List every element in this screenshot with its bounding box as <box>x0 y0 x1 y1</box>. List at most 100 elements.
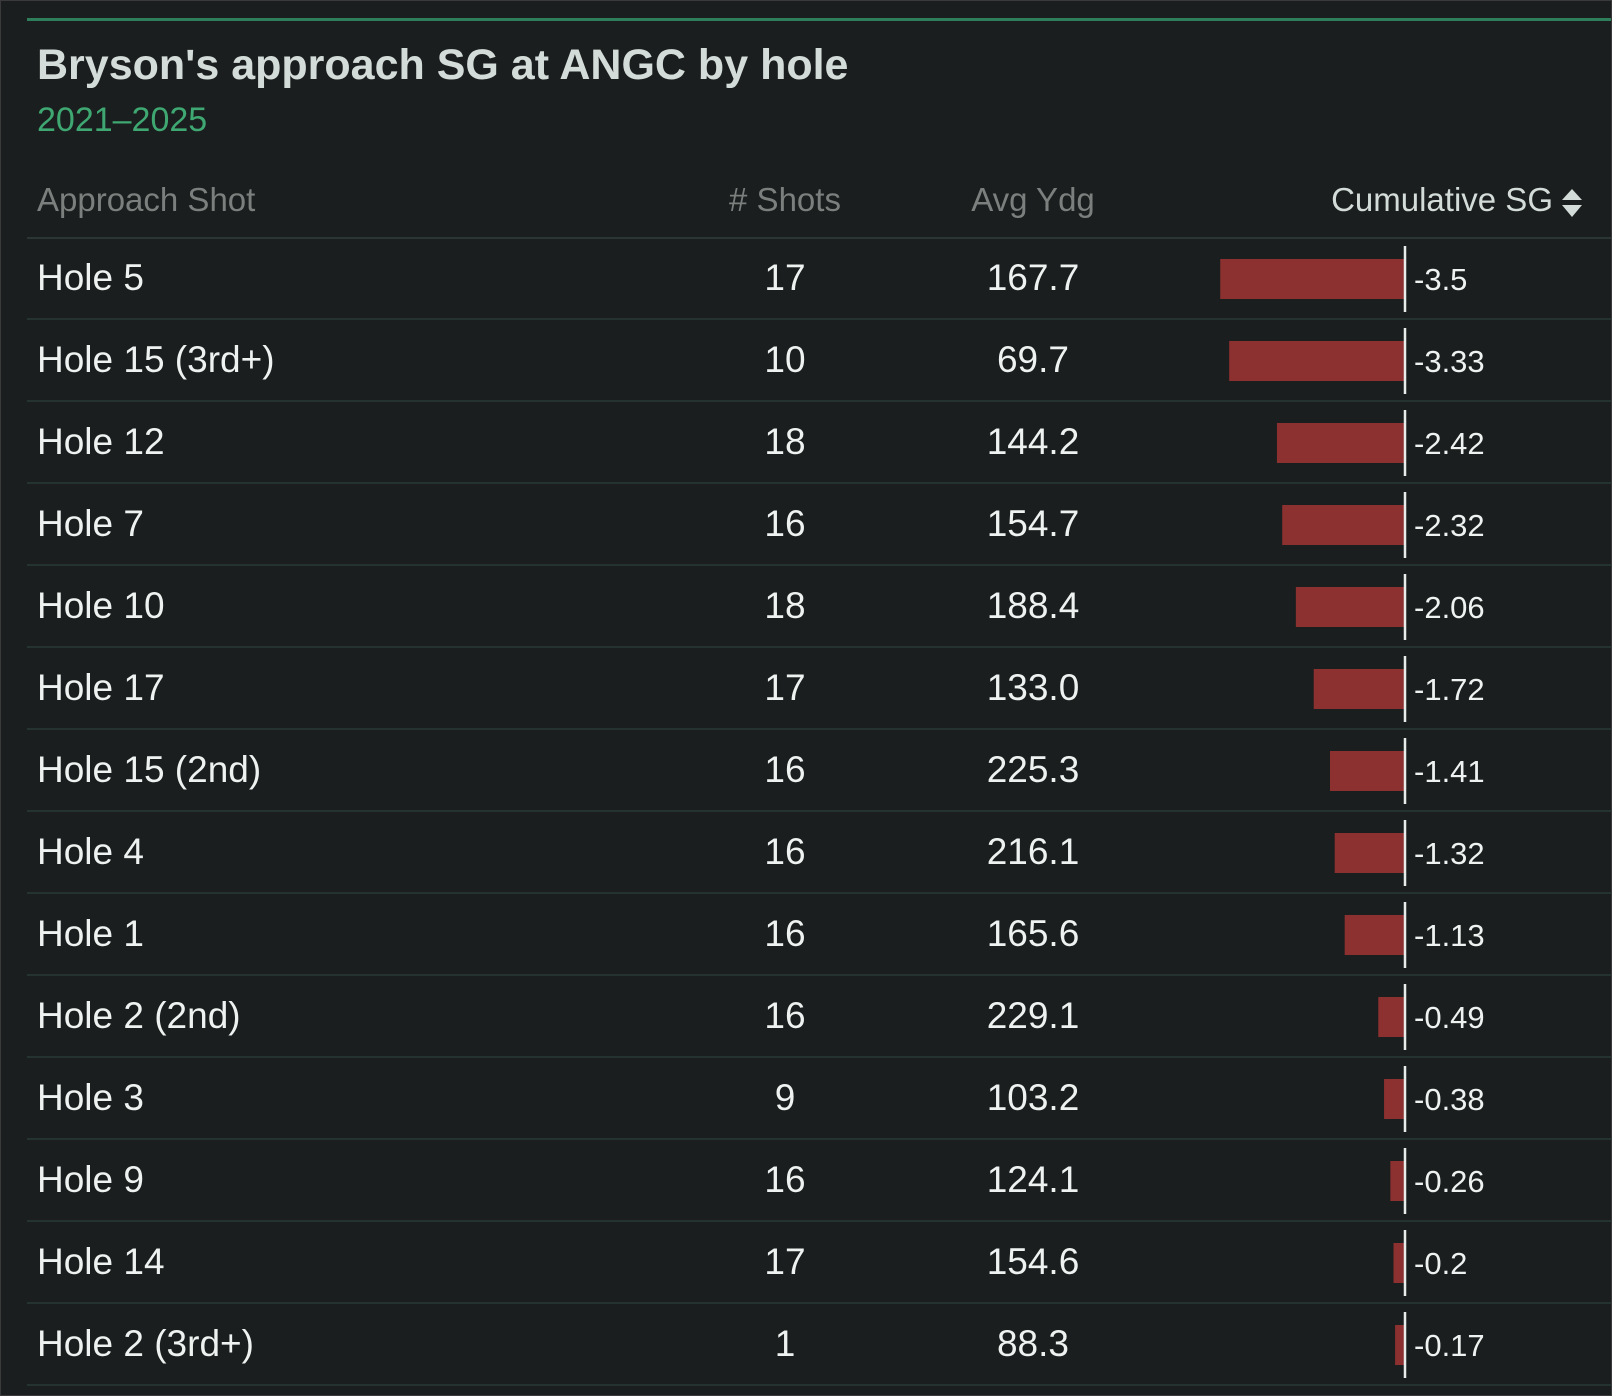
table-row: Hole 1 16 165.6 -1.13 <box>27 894 1611 976</box>
sg-bar <box>1334 833 1404 873</box>
table-row: Hole 2 (2nd) 16 229.1 -0.49 <box>27 976 1611 1058</box>
sg-value-label: -3.33 <box>1414 344 1485 379</box>
sg-value-label: -1.41 <box>1414 754 1485 789</box>
column-header-avg-ydg[interactable]: Avg Ydg <box>971 181 1095 218</box>
sg-bar <box>1295 587 1404 627</box>
row-cumulative-sg-cell: -1.13 <box>1192 894 1611 976</box>
sg-bar-chart: -2.06 <box>1295 574 1485 640</box>
sg-bar-chart: -1.72 <box>1313 656 1485 722</box>
row-hole-name: Hole 15 (2nd) <box>37 749 262 790</box>
table-row: Hole 17 17 133.0 -1.72 <box>27 648 1611 730</box>
table-row: Hole 5 17 167.7 -3.5 <box>27 238 1611 320</box>
sg-bar <box>1393 1243 1404 1283</box>
row-cumulative-sg-cell: -1.41 <box>1192 730 1611 812</box>
row-shots-value: 16 <box>764 503 806 544</box>
sg-bar-chart: -1.32 <box>1334 820 1485 886</box>
table-row: Hole 15 (3rd+) 10 69.7 -3.33 <box>27 320 1611 402</box>
sg-value-label: -2.06 <box>1414 590 1485 625</box>
row-avg-ydg-value: 167.7 <box>986 257 1080 298</box>
table-row: Hole 2 (3rd+) 1 88.3 -0.17 <box>27 1304 1611 1386</box>
row-cumulative-sg-cell: -2.42 <box>1192 402 1611 484</box>
row-hole-name: Hole 2 (3rd+) <box>37 1323 254 1364</box>
sg-bar-chart: -0.26 <box>1390 1148 1485 1214</box>
sg-bar <box>1282 505 1404 545</box>
sg-bar-chart: -0.2 <box>1393 1230 1467 1296</box>
table-row: Hole 7 16 154.7 -2.32 <box>27 484 1611 566</box>
sg-value-label: -0.26 <box>1414 1164 1485 1199</box>
row-shots-value: 9 <box>774 1077 796 1118</box>
sg-bar <box>1395 1325 1404 1365</box>
row-hole-name: Hole 12 <box>37 421 165 462</box>
sg-value-label: -0.38 <box>1414 1082 1485 1117</box>
row-hole-name: Hole 17 <box>37 667 165 708</box>
row-cumulative-sg-cell: -3.5 <box>1192 238 1611 320</box>
sg-bar <box>1329 751 1404 791</box>
row-hole-name: Hole 9 <box>37 1159 144 1200</box>
table-row: Hole 9 16 124.1 -0.26 <box>27 1140 1611 1222</box>
row-hole-name: Hole 7 <box>37 503 144 544</box>
row-avg-ydg-value: 69.7 <box>996 339 1069 380</box>
sg-value-label: -2.32 <box>1414 508 1485 543</box>
sg-value-label: -1.72 <box>1414 672 1485 707</box>
sg-bar <box>1220 259 1404 299</box>
row-cumulative-sg-cell: -0.17 <box>1192 1304 1611 1386</box>
row-shots-value: 17 <box>764 667 806 708</box>
row-hole-name: Hole 4 <box>37 831 144 872</box>
row-cumulative-sg-cell: -2.32 <box>1192 484 1611 566</box>
sg-bar-chart: -3.33 <box>1229 328 1485 394</box>
row-hole-name: Hole 14 <box>37 1241 165 1282</box>
sg-value-label: -3.5 <box>1414 262 1467 297</box>
row-avg-ydg-value: 103.2 <box>986 1077 1080 1118</box>
sg-value-label: -1.13 <box>1414 918 1485 953</box>
row-shots-value: 1 <box>774 1323 796 1364</box>
table-row: Hole 12 18 144.2 -2.42 <box>27 402 1611 484</box>
row-hole-name: Hole 1 <box>37 913 144 954</box>
row-cumulative-sg-cell: -2.06 <box>1192 566 1611 648</box>
row-avg-ydg-value: 225.3 <box>986 749 1080 790</box>
row-hole-name: Hole 10 <box>37 585 165 626</box>
row-hole-name: Hole 5 <box>37 257 144 298</box>
row-cumulative-sg-cell: -0.38 <box>1192 1058 1611 1140</box>
table-row: Hole 15 (2nd) 16 225.3 -1.41 <box>27 730 1611 812</box>
row-hole-name: Hole 3 <box>37 1077 144 1118</box>
row-cumulative-sg-cell: -1.32 <box>1192 812 1611 894</box>
row-hole-name: Hole 15 (3rd+) <box>37 339 275 380</box>
sg-bar <box>1384 1079 1404 1119</box>
sg-bar-chart: -0.17 <box>1395 1312 1485 1378</box>
row-avg-ydg-value: 154.6 <box>986 1241 1080 1282</box>
sg-bar-chart: -2.42 <box>1276 410 1485 476</box>
table-header: Approach Shot # Shots Avg Ydg Cumulative… <box>27 161 1611 239</box>
row-cumulative-sg-cell: -0.49 <box>1192 976 1611 1058</box>
sg-bar <box>1229 341 1404 381</box>
row-shots-value: 17 <box>764 1241 806 1282</box>
sg-bar <box>1344 915 1404 955</box>
row-avg-ydg-value: 165.6 <box>986 913 1080 954</box>
row-avg-ydg-value: 229.1 <box>986 995 1080 1036</box>
row-shots-value: 10 <box>764 339 806 380</box>
sg-value-label: -1.32 <box>1414 836 1485 871</box>
row-avg-ydg-value: 133.0 <box>986 667 1080 708</box>
row-avg-ydg-value: 144.2 <box>986 421 1080 462</box>
row-cumulative-sg-cell: -3.33 <box>1192 320 1611 402</box>
sg-value-label: -0.17 <box>1414 1328 1485 1363</box>
row-cumulative-sg-cell: -0.26 <box>1192 1140 1611 1222</box>
row-cumulative-sg-cell: -1.72 <box>1192 648 1611 730</box>
sort-updown-icon[interactable] <box>1561 188 1583 218</box>
row-avg-ydg-value: 188.4 <box>986 585 1080 626</box>
sg-bar <box>1378 997 1404 1037</box>
table-row: Hole 3 9 103.2 -0.38 <box>27 1058 1611 1140</box>
column-header-shots[interactable]: # Shots <box>729 181 841 218</box>
row-shots-value: 17 <box>764 257 806 298</box>
sg-bar-chart: -0.38 <box>1384 1066 1485 1132</box>
column-header-approach-shot[interactable]: Approach Shot <box>37 181 256 218</box>
row-shots-value: 16 <box>764 749 806 790</box>
sg-value-label: -2.42 <box>1414 426 1485 461</box>
sg-bar <box>1276 423 1404 463</box>
column-header-cumulative-sg[interactable]: Cumulative SG <box>1331 181 1553 218</box>
page-subtitle: 2021–2025 <box>37 101 208 139</box>
row-avg-ydg-value: 124.1 <box>986 1159 1080 1200</box>
row-avg-ydg-value: 216.1 <box>986 831 1080 872</box>
sg-bar-chart: -0.49 <box>1378 984 1485 1050</box>
row-avg-ydg-value: 88.3 <box>996 1323 1069 1364</box>
